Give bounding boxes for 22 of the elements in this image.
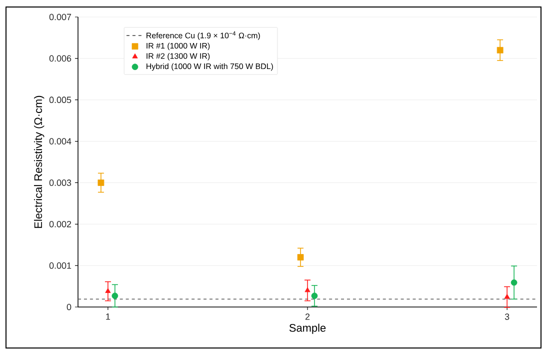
y-tick-label: 0.004 [49, 138, 72, 144]
y-axis-title: Electrical Resistivity (Ω·cm) [34, 96, 44, 228]
x-tick-label: 1 [106, 314, 110, 320]
point [105, 288, 111, 293]
x-axis-title: Sample [289, 324, 326, 334]
x-tick-label: 2 [305, 314, 310, 320]
point [112, 292, 118, 300]
y-tick-label: 0.007 [49, 14, 72, 20]
y-tick-label: 0.005 [49, 96, 72, 104]
point [311, 292, 318, 300]
point [496, 46, 504, 54]
point [504, 294, 510, 299]
y-tick-label: 0 [66, 304, 72, 310]
point [98, 180, 104, 186]
y-tick-label: 0.003 [49, 180, 72, 186]
y-tick-label: 0.001 [49, 262, 72, 269]
point [297, 254, 304, 260]
y-tick-label: 0.002 [49, 220, 72, 228]
point [510, 279, 518, 286]
x-tick-label: 3 [504, 314, 510, 320]
y-tick-label: 0.006 [49, 55, 72, 62]
point [304, 287, 310, 292]
